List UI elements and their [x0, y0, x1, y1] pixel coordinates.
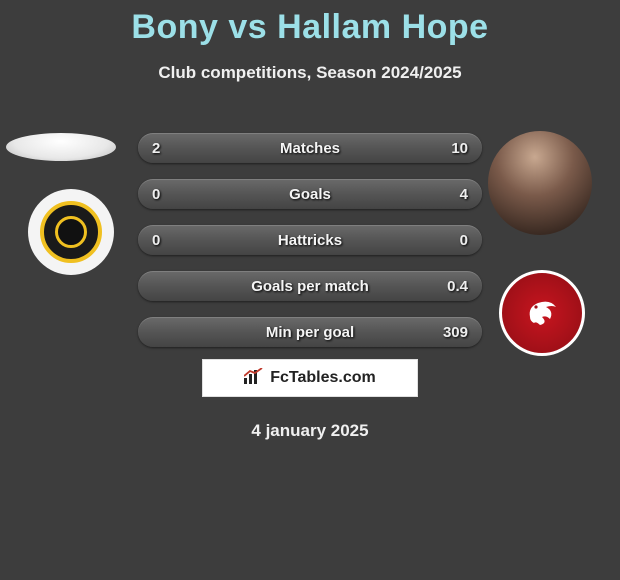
comparison-body: 2 Matches 10 0 Goals 4 0 Hattricks 0 Goa…	[0, 113, 620, 353]
stat-label: Goals per match	[138, 278, 482, 295]
stat-label: Hattricks	[138, 232, 482, 249]
player-right-avatar	[488, 131, 592, 235]
stat-row-goals: 0 Goals 4	[138, 179, 482, 209]
stats-rows: 2 Matches 10 0 Goals 4 0 Hattricks 0 Goa…	[138, 133, 482, 363]
stat-label: Matches	[138, 140, 482, 157]
comparison-card: Bony vs Hallam Hope Club competitions, S…	[0, 0, 620, 441]
club-badge-right	[499, 270, 585, 356]
club-badge-left	[28, 189, 114, 275]
page-title: Bony vs Hallam Hope	[0, 8, 620, 47]
bar-chart-icon	[244, 368, 264, 389]
fctables-logo[interactable]: FcTables.com	[202, 359, 418, 397]
stat-row-hattricks: 0 Hattricks 0	[138, 225, 482, 255]
stat-row-goals-per-match: Goals per match 0.4	[138, 271, 482, 301]
newport-county-crest-icon	[40, 201, 102, 263]
logo-text: FcTables.com	[270, 369, 376, 387]
morecambe-shrimp-icon	[522, 293, 562, 333]
stat-row-matches: 2 Matches 10	[138, 133, 482, 163]
subtitle: Club competitions, Season 2024/2025	[0, 63, 620, 83]
stat-row-min-per-goal: Min per goal 309	[138, 317, 482, 347]
date-label: 4 january 2025	[0, 421, 620, 441]
stat-label: Goals	[138, 186, 482, 203]
player-left-avatar	[6, 133, 116, 161]
stat-label: Min per goal	[138, 324, 482, 341]
